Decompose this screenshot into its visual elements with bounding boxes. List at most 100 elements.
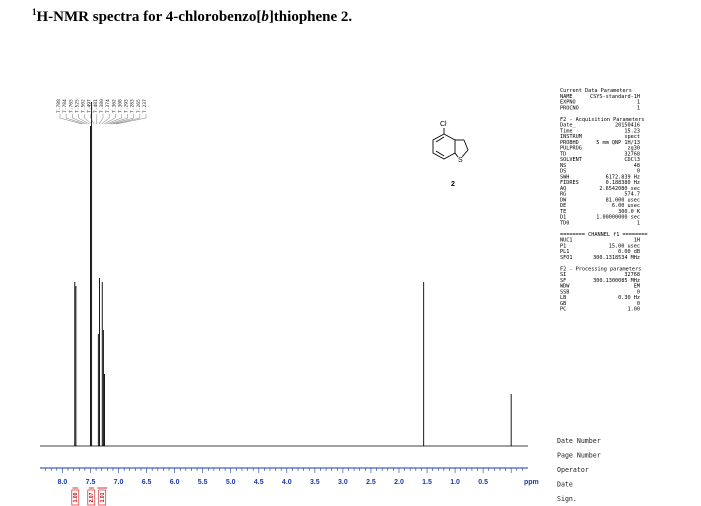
peak-leader-line (65, 114, 85, 125)
peak-shift-label: 7.525 (74, 99, 80, 113)
parameter-value: CSYS-standard-1H (590, 94, 640, 100)
parameter-value: 1.00 (628, 307, 641, 313)
tick-label: 2.5 (366, 479, 376, 486)
parameter-value: 1 (637, 100, 640, 106)
parameter-name: SWH (560, 174, 569, 180)
molecule-structure (432, 128, 469, 160)
parameter-name: LB (560, 295, 566, 301)
parameter-name: SI (560, 272, 566, 278)
peak-shift-label: 7.308 (117, 99, 123, 113)
parameter-name: DW (560, 197, 567, 203)
parameter-value: 0.00 dB (618, 249, 640, 255)
footer-field: Page Number (557, 452, 601, 460)
axis-unit-label: ppm (524, 479, 539, 486)
parameter-name: DE (560, 203, 566, 209)
parameter-name: F2 - Processing parameters (560, 266, 641, 272)
parameter-name: TD0 (560, 220, 569, 226)
peak-leader-line (84, 114, 92, 125)
footer-field: Date Number (557, 437, 601, 445)
peak-shift-label: 7.380 (99, 99, 105, 113)
parameter-value: 1 (637, 105, 640, 111)
tick-label: 3.0 (338, 479, 348, 486)
peak-shift-label: 7.374 (105, 99, 111, 113)
peak-shift-label: 7.362 (111, 99, 117, 113)
peak-shift-label: 7.481 (93, 99, 99, 113)
parameter-name: GB (560, 301, 566, 307)
parameter-value: 15.00 usec (609, 243, 640, 249)
parameter-value: 1H (634, 238, 640, 244)
parameter-name: Date_ (560, 123, 576, 129)
parameter-name: P1 (560, 243, 566, 249)
title-text-end: ]thiophene 2. (268, 9, 353, 25)
ppm-axis (40, 467, 528, 473)
parameter-value: 574.7 (624, 192, 640, 198)
parameter-value: 300.0 K (618, 209, 641, 215)
parameter-value: 2.6542080 sec (599, 186, 640, 192)
parameter-value: 0 (637, 169, 640, 175)
parameter-value: 0 (637, 301, 640, 307)
parameter-name: NAME (560, 94, 573, 100)
parameter-value: 32768 (624, 272, 640, 278)
parameter-value: CDCl3 (624, 157, 640, 163)
tick-label: 4.0 (282, 479, 292, 486)
peak-leader-line (113, 114, 141, 125)
tick-label: 6.5 (142, 479, 152, 486)
aromatic-double-bond-1 (435, 136, 445, 143)
integral-box-0 (71, 489, 80, 506)
aromatic-double-bond-2 (435, 150, 445, 157)
parameter-value: spect (624, 134, 640, 140)
peak-shift-label: 7.283 (130, 99, 136, 113)
parameter-value: 6.00 usec (612, 203, 640, 209)
peak-shift-label: 7.237 (142, 99, 148, 113)
parameter-name: PC (560, 307, 566, 313)
peak-shift-label: 7.765 (68, 99, 74, 113)
parameter-value: 0 (637, 289, 640, 295)
parameter-name: SFO1 (560, 255, 573, 261)
sulfur-atom-label: S (458, 157, 463, 164)
integral-regions: 1.00 2.07 1.01 (71, 487, 108, 506)
thiophene-bond-sulfur (461, 149, 469, 158)
footer-field: Date (557, 481, 573, 489)
parameter-name: SOLVENT (560, 157, 582, 163)
parameter-name: PL1 (560, 249, 569, 255)
peak-shift-label: 7.788 (56, 99, 62, 113)
peak-leader-line (98, 114, 104, 125)
parameter-value: 0.188380 Hz (606, 180, 640, 186)
peak-shift-label: 7.293 (124, 99, 130, 113)
peak-leader-line (78, 114, 90, 125)
title-superscript: 1 (32, 7, 37, 17)
tick-label: 5.5 (198, 479, 208, 486)
benzene-ring (432, 133, 456, 160)
peak-leader-line (90, 114, 95, 125)
parameter-name: TD (560, 151, 566, 157)
parameter-value: 48 (634, 163, 640, 169)
page-title: 1H-NMR spectra for 4-chlorobenzo[b]thiop… (32, 7, 352, 26)
title-text-start: H-NMR spectra for 4-chlorobenzo[ (36, 9, 262, 25)
parameter-value: 20150416 (615, 123, 640, 129)
tick-label: 0.5 (478, 479, 488, 486)
parameter-name: PROCNO (560, 105, 579, 111)
parameter-value: zg30 (628, 146, 641, 152)
peak-leader-line (59, 114, 83, 125)
peak-leader-line (103, 114, 116, 125)
parameter-name: AQ (560, 186, 566, 192)
parameter-value: 32768 (624, 151, 640, 157)
tick-label: 4.5 (254, 479, 264, 486)
parameter-name: SSB (560, 289, 569, 295)
parameter-name: NUC1 (560, 238, 573, 244)
parameter-name: F2 - Acquisition Parameters (560, 117, 644, 123)
tick-label: 7.0 (114, 479, 124, 486)
footer-field: Sign. (557, 495, 577, 503)
parameter-name: Current Data Parameters (560, 88, 632, 94)
peak-leader-line (101, 114, 110, 125)
peak-leader-line (72, 114, 87, 125)
parameter-value: EM (634, 284, 640, 290)
tick-label: 3.5 (310, 479, 320, 486)
parameter-value: 300.1318534 MHz (593, 255, 640, 261)
parameter-name: WDW (560, 284, 570, 290)
peak-leader-line (108, 114, 128, 125)
parameter-name: EXPNO (560, 100, 576, 106)
parameter-name: SF (560, 278, 566, 284)
